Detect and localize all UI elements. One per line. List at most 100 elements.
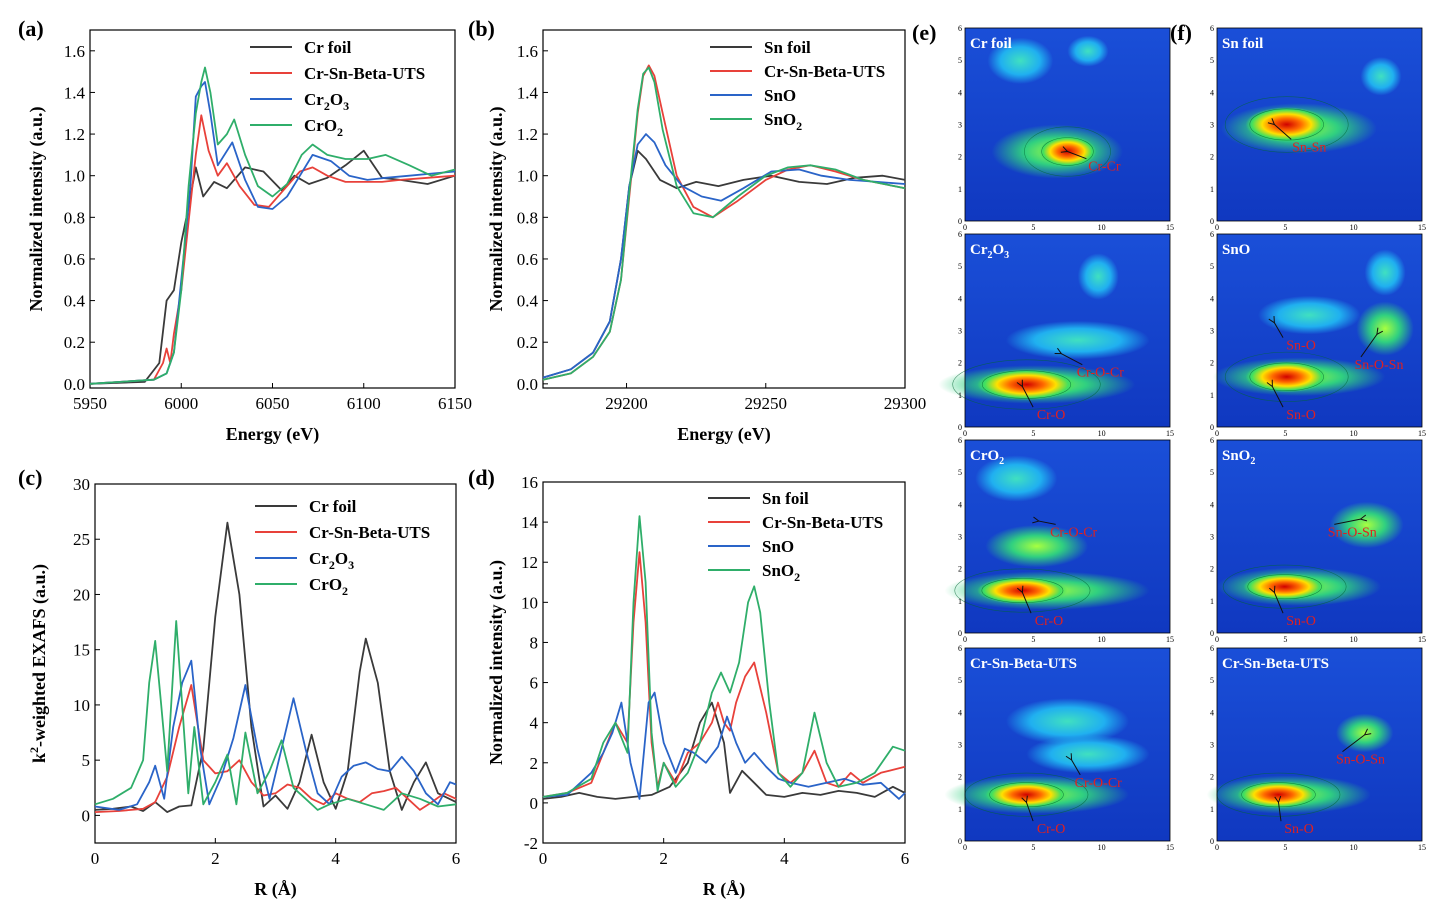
wavelet-y-tick: 2 (958, 773, 962, 782)
legend-label: SnO (762, 537, 794, 556)
y-tick-label: 0.6 (64, 250, 85, 269)
wavelet-y-tick: 5 (1210, 468, 1214, 477)
series-line-Cr2O3 (94, 659, 457, 811)
wavelet-panel: 0 1 2 3 4 5 6 0 5 10 15 SnO Sn-O Sn-O-Sn Sn-O (1210, 230, 1426, 438)
contour-line (1222, 564, 1347, 609)
y-tick-label: 1.2 (517, 125, 538, 144)
y-tick-label: 0.4 (64, 292, 86, 311)
wavelet-y-tick: 5 (958, 676, 962, 685)
wavelet-x-tick: 10 (1098, 843, 1106, 852)
annotation-label: Sn-O-Sn (1354, 358, 1403, 373)
legend-label: Cr-Sn-Beta-UTS (764, 62, 885, 81)
y-tick-label: 0 (82, 806, 91, 825)
wavelet-y-tick: 0 (1210, 423, 1214, 432)
annotation-arrow (1272, 386, 1284, 408)
x-tick-label: 2 (211, 849, 220, 868)
wavelet-y-tick: 6 (1210, 436, 1214, 445)
wavelet-x-tick: 0 (963, 843, 967, 852)
annotation-arrow (1274, 125, 1292, 140)
wavelet-x-tick: 15 (1166, 635, 1174, 644)
series-line-Cr-Sn-Beta-UTS (89, 114, 456, 385)
intensity-blob (985, 781, 1068, 809)
wavelet-y-tick: 1 (1210, 391, 1214, 400)
wavelet-y-tick: 2 (958, 565, 962, 574)
intensity-blob (1243, 573, 1326, 601)
wavelet-title: Cr2O3 (970, 242, 1009, 261)
y-axis-label: k2-weighted EXAFS (a.u.) (27, 564, 50, 763)
x-tick-label: 4 (331, 849, 340, 868)
x-tick-label: 29250 (745, 394, 788, 413)
annotation-arrow (1279, 802, 1282, 822)
contour-line (1247, 574, 1322, 600)
wavelet-y-tick: 0 (958, 837, 962, 846)
wavelet-y-tick: 6 (958, 644, 962, 653)
annotation-label: Cr-O-Cr (1050, 525, 1097, 540)
legend-label: Sn foil (762, 489, 809, 508)
wavelet-x-tick: 10 (1098, 223, 1106, 232)
wavelet-x-tick: 10 (1350, 843, 1358, 852)
annotation-arrow (1334, 519, 1360, 525)
wavelet-y-tick: 6 (958, 436, 962, 445)
wavelet-x-tick: 5 (1031, 843, 1035, 852)
y-tick-label: 20 (73, 585, 90, 604)
y-tick-label: 0 (530, 794, 539, 813)
wavelet-x-tick: 0 (1215, 635, 1219, 644)
y-tick-label: 6 (530, 674, 539, 693)
chart-c: 0 2 4 6 0 5 10 15 20 25 30 R (Å) k2-weighted EXAFS (… (27, 475, 460, 900)
intensity-blob (1360, 56, 1402, 96)
legend-label: Sn foil (764, 38, 811, 57)
annotation-arrow (1068, 152, 1087, 160)
annotation-arrow (1061, 354, 1083, 366)
wavelet-y-tick: 0 (1210, 837, 1214, 846)
wavelet-x-tick: 0 (963, 223, 967, 232)
contour-line (954, 568, 1091, 613)
panel-label-d: (d) (468, 465, 495, 490)
wavelet-panel: 0 1 2 3 4 5 6 0 5 10 15 Cr2O3 Cr-O-Cr Cr-O (938, 230, 1174, 438)
wavelet-y-tick: 6 (958, 230, 962, 239)
intensity-blob (975, 455, 1058, 502)
contour-line (989, 782, 1064, 808)
annotation-arrow (1022, 592, 1032, 614)
wavelet-y-tick: 1 (958, 805, 962, 814)
wavelet-x-tick: 15 (1418, 635, 1426, 644)
wavelet-frame (964, 647, 1171, 842)
x-tick-label: 6 (901, 849, 910, 868)
wavelet-frame (1216, 439, 1423, 634)
intensity-blob (977, 577, 1068, 605)
wavelet-title: Cr foil (970, 36, 1012, 52)
contour-line (1224, 351, 1349, 402)
legend-label: CrO2 (304, 116, 343, 139)
legend-label: CrO2 (309, 575, 348, 598)
x-tick-label: 6100 (347, 394, 381, 413)
series-line-Cr-Sn-Beta-UTS (94, 684, 457, 813)
wavelet-x-tick: 10 (1098, 635, 1106, 644)
wavelet-title: Cr-Sn-Beta-UTS (1222, 656, 1329, 672)
intensity-blob (1335, 713, 1394, 753)
wavelet-frame (964, 439, 1171, 634)
y-tick-label: 25 (73, 530, 90, 549)
wavelet-y-tick: 0 (958, 423, 962, 432)
series-line-Cr-Sn-Beta-UTS (542, 64, 906, 381)
intensity-blob (1006, 320, 1150, 360)
wavelet-x-tick: 15 (1166, 843, 1174, 852)
y-tick-label: 0.2 (64, 333, 85, 352)
panel-label-f: (f) (1170, 20, 1192, 45)
legend-label: Cr-Sn-Beta-UTS (309, 523, 430, 542)
y-tick-label: 0.8 (517, 208, 538, 227)
intensity-blob (1329, 501, 1404, 549)
annotation-arrow (1360, 334, 1377, 358)
wavelet-y-tick: 1 (958, 391, 962, 400)
intensity-blob (987, 37, 1054, 84)
y-tick-label: 0.6 (517, 250, 538, 269)
y-tick-label: 1.6 (64, 42, 85, 61)
wavelet-y-tick: 2 (958, 359, 962, 368)
wavelet-panel: 0 1 2 3 4 5 6 0 5 10 15 Sn foil Sn-Sn (1210, 24, 1426, 232)
y-tick-label: 16 (521, 473, 538, 492)
x-tick-label: 5950 (73, 394, 107, 413)
wavelet-y-tick: 0 (958, 629, 962, 638)
y-tick-label: 4 (530, 714, 539, 733)
chart-b: 29200 29250 29300 0.0 0.2 0.4 0.6 0.8 1.0 1.2 1.4 1… (486, 29, 927, 445)
series-line-SnO (542, 691, 906, 800)
x-tick-label: 29300 (884, 394, 927, 413)
